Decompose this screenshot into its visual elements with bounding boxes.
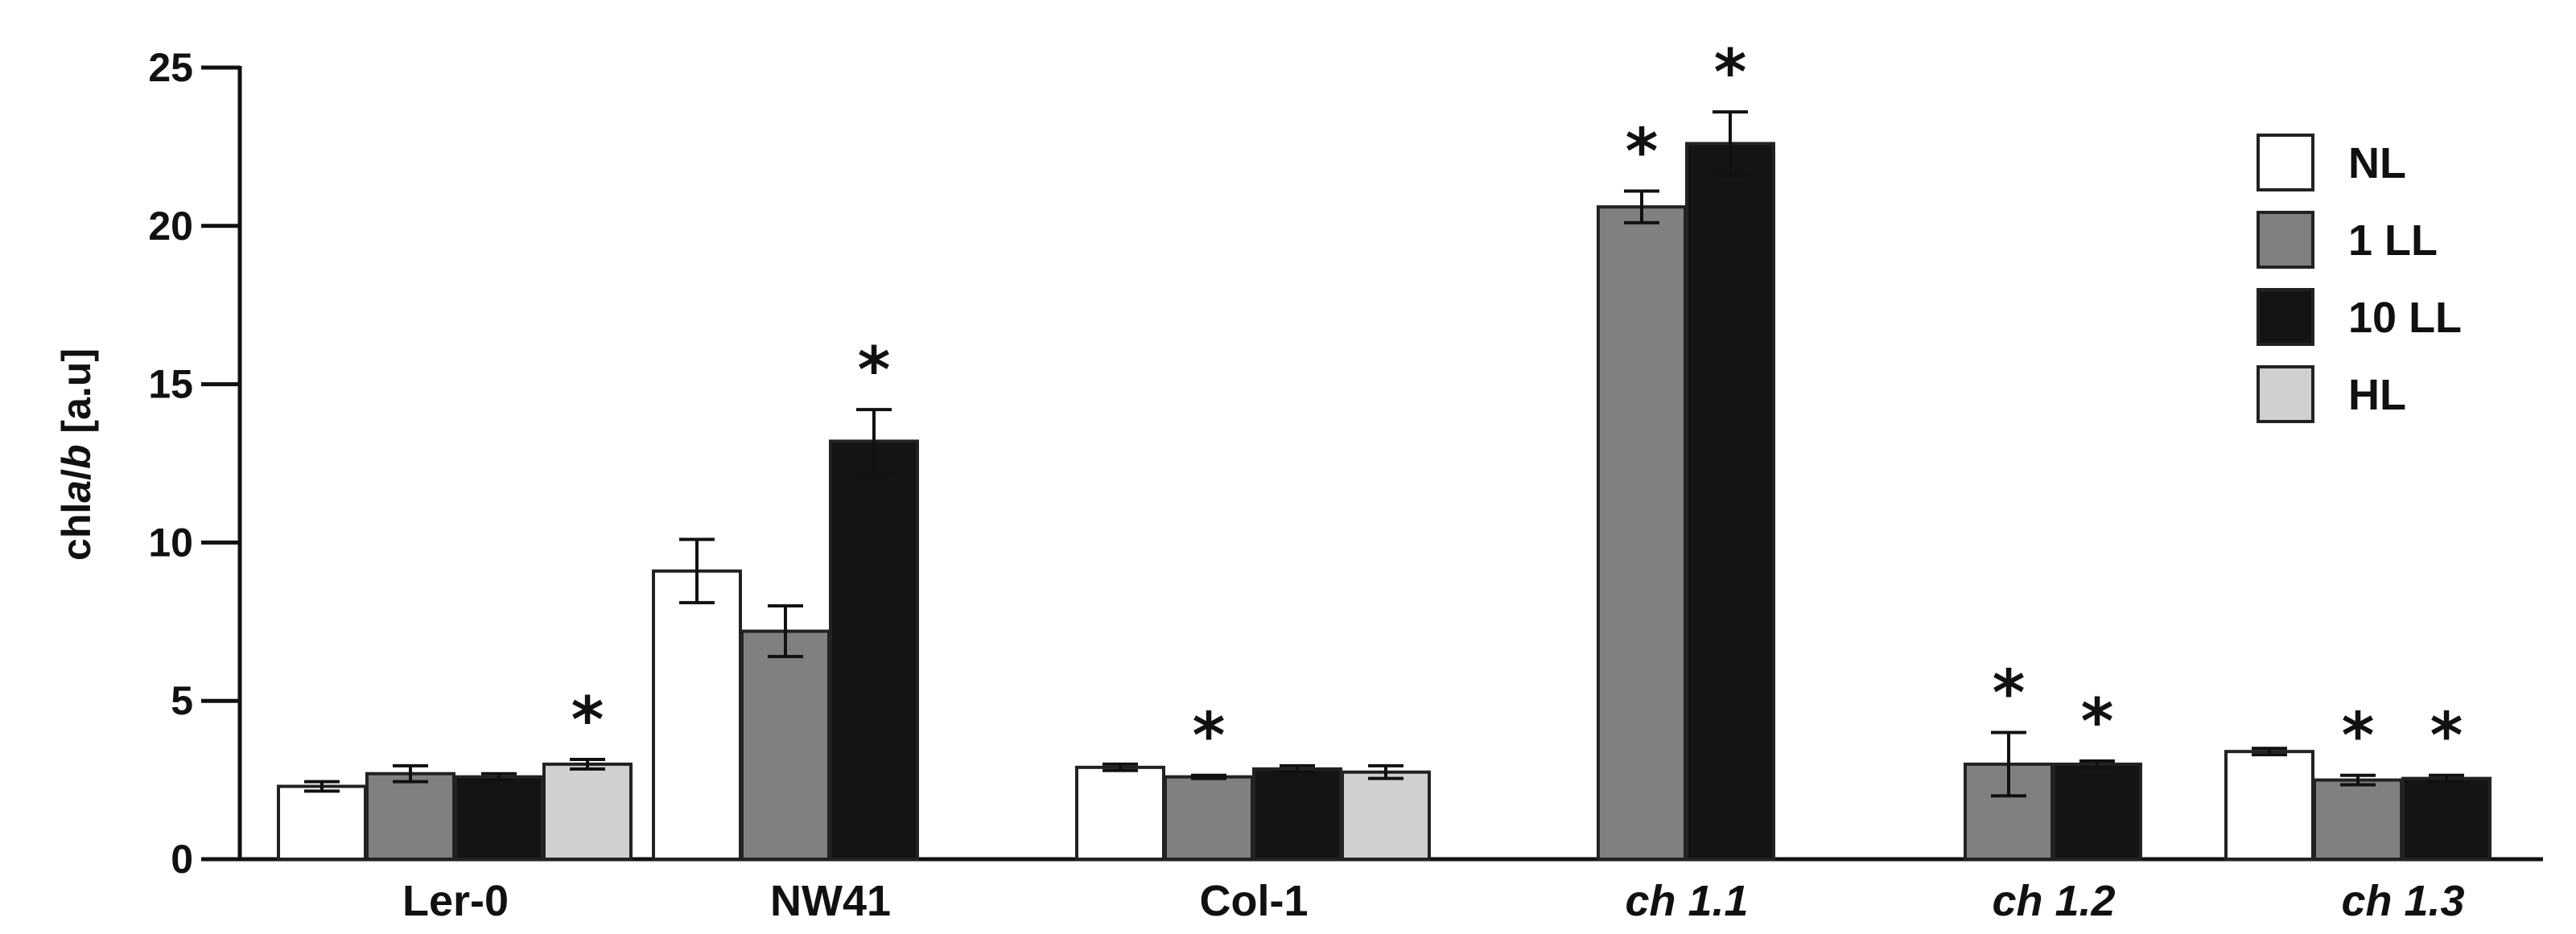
- legend-swatch: [2257, 365, 2314, 423]
- legend-label: HL: [2348, 371, 2406, 419]
- significance-star: *: [2430, 701, 2463, 773]
- bar-10-ll-ch-1.3: [2401, 776, 2492, 862]
- y-tick-label: 15: [148, 362, 193, 407]
- y-tick-label: 25: [148, 45, 193, 90]
- bar-10-ll-ch-1.2: [2052, 762, 2142, 861]
- y-axis-title-part: /: [54, 469, 99, 480]
- bar-10-ll-nw41: [829, 439, 919, 861]
- y-tick-label: 10: [148, 520, 193, 565]
- bar-10-ll-col-1: [1252, 767, 1342, 861]
- y-axis-title-part: [a.u]: [54, 348, 99, 444]
- bar-nl-nw41: [652, 569, 742, 861]
- bar-nl-ch-1.3: [2224, 750, 2314, 862]
- y-tick-label: 20: [148, 204, 193, 249]
- bar-hl-col-1: [1341, 770, 1431, 862]
- y-tick-label: 5: [171, 678, 193, 723]
- legend-label: 10 LL: [2348, 294, 2462, 342]
- bar-nl-ler-0: [277, 784, 367, 861]
- bar-1-ll-nw41: [740, 629, 831, 861]
- significance-star: *: [571, 685, 604, 757]
- bar-hl-ler-0: [542, 762, 633, 861]
- x-category-label: ch 1.1: [1625, 877, 1748, 925]
- bar-10-ll-ch-1.1: [1685, 142, 1775, 862]
- legend-label: 1 LL: [2348, 216, 2438, 265]
- significance-star: *: [1193, 701, 1226, 773]
- y-tick-label: 0: [171, 837, 193, 882]
- bar-1-ll-ch-1.1: [1597, 205, 1687, 861]
- x-category-label: NW41: [770, 877, 891, 925]
- legend-swatch: [2257, 211, 2314, 269]
- x-category-label: Ler-0: [402, 877, 509, 925]
- y-axis-title-part: a: [54, 480, 99, 503]
- legend-swatch: [2257, 288, 2314, 346]
- significance-star: *: [1626, 117, 1659, 189]
- bar-1-ll-ch-1.3: [2313, 778, 2403, 861]
- significance-star: *: [2342, 701, 2375, 773]
- y-axis-title-part: b: [54, 444, 99, 469]
- bar-10-ll-ler-0: [454, 775, 544, 861]
- x-category-label: ch 1.3: [2341, 877, 2464, 925]
- y-axis-title: chla/b [a.u]: [54, 348, 99, 561]
- significance-star: *: [858, 335, 891, 407]
- x-category-label: Col-1: [1200, 877, 1309, 925]
- x-category-label: ch 1.2: [1992, 877, 2115, 925]
- bar-nl-col-1: [1075, 765, 1165, 862]
- significance-star: *: [2081, 686, 2114, 759]
- legend-label: NL: [2348, 139, 2406, 187]
- legend-swatch: [2257, 134, 2314, 191]
- y-axis-title-part: chl: [54, 503, 99, 561]
- significance-star: *: [1714, 37, 1747, 109]
- bar-1-ll-col-1: [1164, 775, 1254, 861]
- bar-1-ll-ler-0: [365, 771, 455, 862]
- significance-star: *: [1993, 658, 2026, 730]
